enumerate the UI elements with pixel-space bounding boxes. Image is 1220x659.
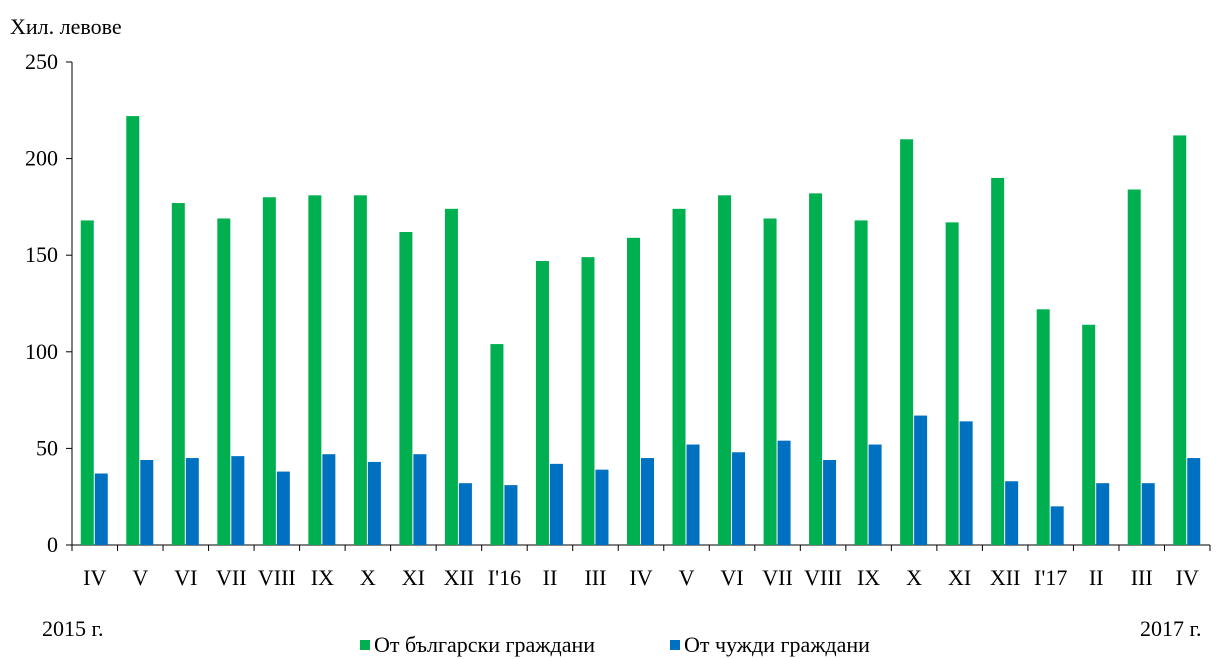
bar-bulgarian-citizens <box>1082 324 1096 545</box>
x-tick-labels: IV V VI VII VIII IX X XI XII I'16 II III IV V VI VII VII… <box>83 565 1199 590</box>
bar-bulgarian-citizens <box>718 195 732 546</box>
legend-label: От български граждани <box>374 632 595 657</box>
bar-bulgarian-citizens <box>490 344 504 545</box>
x-tick-label: IV <box>1176 565 1199 590</box>
bar-foreign-citizens <box>94 473 108 545</box>
y-axis: 0 50 100 150 200 250 <box>25 49 73 557</box>
x-tick-label: VII <box>762 565 793 590</box>
x-tick-label: VIII <box>258 565 296 590</box>
bar-bulgarian-citizens <box>308 195 322 546</box>
bar-bulgarian-citizens <box>763 218 777 545</box>
bar-foreign-citizens <box>686 444 700 545</box>
legend-swatch <box>670 640 680 650</box>
bar-foreign-citizens <box>823 459 837 545</box>
bar-bulgarian-citizens <box>353 195 367 546</box>
bar-bulgarian-citizens <box>991 177 1005 546</box>
y-tick-label: 0 <box>47 532 58 557</box>
bar-bulgarian-citizens <box>217 218 231 545</box>
bar-bulgarian-citizens <box>126 116 140 545</box>
bar-foreign-citizens <box>549 463 563 545</box>
year-start-label: 2015 г. <box>42 616 104 641</box>
bar-bulgarian-citizens <box>627 237 640 545</box>
bar-foreign-citizens <box>914 415 928 545</box>
x-tick-label: XI <box>948 565 971 590</box>
bar-foreign-citizens <box>1005 481 1019 545</box>
y-tick-label: 150 <box>25 242 58 267</box>
bar-foreign-citizens <box>732 452 746 545</box>
x-tick-label: II <box>543 565 558 590</box>
bars <box>80 116 1201 546</box>
bar-foreign-citizens <box>367 461 381 545</box>
bar-foreign-citizens <box>1096 483 1110 545</box>
bar-bulgarian-citizens <box>1173 135 1187 545</box>
bar-bulgarian-citizens <box>1127 189 1141 545</box>
x-tick-label: I'17 <box>1034 565 1067 590</box>
bar-foreign-citizens <box>458 483 472 545</box>
y-axis-label: Хил. левове <box>10 14 122 39</box>
x-tick-label: V <box>679 565 695 590</box>
bar-foreign-citizens <box>413 454 427 545</box>
bar-bulgarian-citizens <box>581 257 595 545</box>
bar-foreign-citizens <box>868 444 882 545</box>
x-tick-label: XII <box>444 565 475 590</box>
bar-bulgarian-citizens <box>945 222 959 545</box>
year-end-label: 2017 г. <box>1140 616 1202 641</box>
legend-label: От чужди граждани <box>684 632 870 657</box>
bar-foreign-citizens <box>322 454 336 545</box>
x-tick-label: IX <box>857 565 880 590</box>
legend-swatch <box>360 640 370 650</box>
bar-bulgarian-citizens <box>854 220 868 545</box>
bar-foreign-citizens <box>1141 483 1155 545</box>
x-tick-label: V <box>132 565 148 590</box>
x-tick-label: I'16 <box>488 565 521 590</box>
legend: От български граждани От чужди граждани <box>360 632 870 657</box>
bar-foreign-citizens <box>959 421 973 545</box>
x-tick-label: IV <box>629 565 652 590</box>
bar-bulgarian-citizens <box>535 260 549 545</box>
x-tick-label: VI <box>174 565 197 590</box>
bar-bulgarian-citizens <box>262 197 276 546</box>
y-tick-label: 100 <box>25 339 58 364</box>
bar-bulgarian-citizens <box>444 208 458 545</box>
bar-foreign-citizens <box>231 456 245 545</box>
x-tick-label: II <box>1089 565 1104 590</box>
bar-foreign-citizens <box>276 471 290 545</box>
bar-bulgarian-citizens <box>80 220 94 545</box>
bar-foreign-citizens <box>1050 506 1064 545</box>
x-tick-label: III <box>584 565 606 590</box>
y-tick-label: 200 <box>25 146 58 171</box>
x-tick-label: IX <box>311 565 334 590</box>
bar-foreign-citizens <box>641 458 654 545</box>
x-tick-label: X <box>906 565 922 590</box>
bar-foreign-citizens <box>595 469 609 545</box>
bar-foreign-citizens <box>185 458 199 545</box>
x-tick-label: XII <box>990 565 1021 590</box>
bar-foreign-citizens <box>1187 458 1201 545</box>
x-tick-label: III <box>1131 565 1153 590</box>
bar-foreign-citizens <box>140 459 154 545</box>
bar-bulgarian-citizens <box>672 208 686 545</box>
bar-bulgarian-citizens <box>809 193 823 545</box>
bar-bulgarian-citizens <box>399 232 413 546</box>
bar-foreign-citizens <box>504 485 518 545</box>
y-tick-label: 250 <box>25 49 58 74</box>
bar-bulgarian-citizens <box>1036 309 1050 545</box>
x-tick-label: XI <box>402 565 425 590</box>
x-tick-label: VII <box>216 565 247 590</box>
x-tick-label: VI <box>720 565 743 590</box>
x-tick-label: X <box>360 565 376 590</box>
x-tick-label: IV <box>83 565 106 590</box>
x-axis <box>71 544 1211 551</box>
x-tick-label: VIII <box>804 565 842 590</box>
bar-bulgarian-citizens <box>171 203 185 545</box>
y-tick-label: 50 <box>36 435 58 460</box>
bar-bulgarian-citizens <box>900 139 914 545</box>
bar-foreign-citizens <box>777 440 791 545</box>
